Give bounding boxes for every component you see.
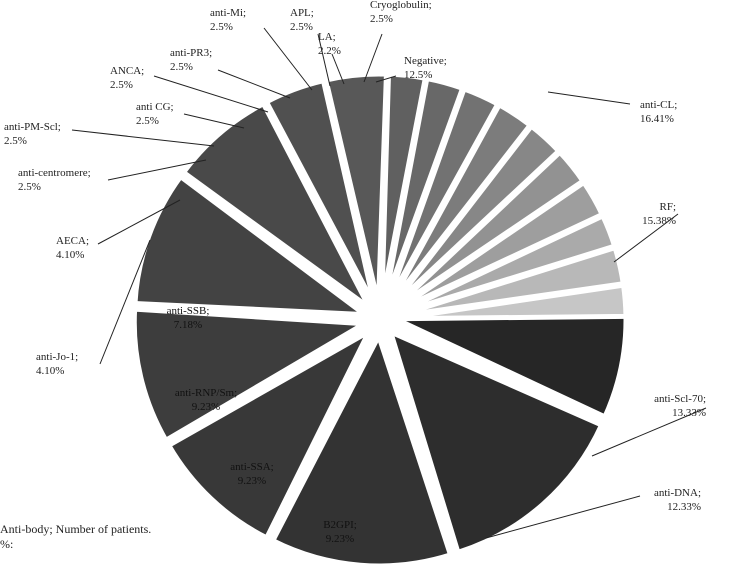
leader-line: [107, 159, 207, 181]
slice-label: APL; 2.5%: [290, 7, 314, 33]
pie-slice-anti-dna: [270, 333, 454, 569]
slice-label: Negative; 12.5%: [404, 55, 447, 81]
caption-line-2: %:: [0, 537, 14, 551]
pie-slice-anti-jo-1: [263, 78, 377, 308]
slice-label: RF; 15.38%: [642, 201, 676, 227]
slice-label: B2GPI; 9.23%: [323, 519, 357, 545]
slice-label: anti-SSB; 7.18%: [167, 305, 210, 331]
leader-line: [99, 239, 151, 365]
leader-line: [375, 75, 397, 83]
slice-value: 4.10%: [56, 249, 84, 261]
slice-value: 2.5%: [4, 135, 27, 147]
pie-slice-b2gpi: [166, 329, 372, 541]
slice-label: anti-RNP/Sm; 9.23%: [175, 387, 237, 413]
slice-name: anti CG;: [136, 101, 174, 113]
leader-line: [263, 27, 313, 91]
slice-name: anti-SSA;: [230, 461, 273, 473]
leader-line: [485, 495, 641, 539]
pie-slice-anti-ssb: [181, 101, 373, 311]
slice-name: anti-PR3;: [170, 47, 212, 59]
leader-line: [591, 407, 707, 457]
slice-value: 7.18%: [174, 319, 202, 331]
pie-slice-negative: [393, 282, 629, 322]
slice-label: Cryoglobulin; 2.5%: [370, 0, 432, 25]
slice-label: anti-SSA; 9.23%: [230, 461, 273, 487]
leader-line: [613, 213, 679, 263]
slice-value: 9.23%: [192, 401, 220, 413]
leader-line: [217, 69, 291, 99]
slice-label: anti-Scl-70; 13.33%: [654, 393, 706, 419]
slice-name: RF;: [659, 201, 676, 213]
slice-value: 2.5%: [370, 13, 393, 25]
slice-value: 2.5%: [136, 115, 159, 127]
slice-value: 2.2%: [318, 45, 341, 57]
slice-name: Negative;: [404, 55, 447, 67]
slice-name: anti-DNA;: [654, 487, 701, 499]
slice-name: anti-Jo-1;: [36, 351, 78, 363]
slice-label: anti-DNA; 12.33%: [654, 487, 701, 513]
slice-name: anti-SSB;: [167, 305, 210, 317]
slice-label: anti-Mi; 2.5%: [210, 7, 246, 33]
slice-name: LA;: [318, 31, 336, 43]
chart-caption: Anti-body; Number of patients. %:: [0, 522, 151, 552]
slice-name: B2GPI;: [323, 519, 357, 531]
slice-label: anti CG; 2.5%: [136, 101, 174, 127]
leader-line: [547, 91, 631, 105]
slice-value: 2.5%: [110, 79, 133, 91]
slice-value: 9.23%: [238, 475, 266, 487]
slice-label: anti-centromere; 2.5%: [18, 167, 91, 193]
slice-label: anti-PR3; 2.5%: [170, 47, 212, 73]
leader-line: [331, 53, 345, 85]
leader-line: [71, 129, 215, 147]
slice-label: AECA; 4.10%: [56, 235, 89, 261]
slice-value: 2.5%: [210, 21, 233, 33]
slice-value: 4.10%: [36, 365, 64, 377]
slice-name: APL;: [290, 7, 314, 19]
slice-name: anti-centromere;: [18, 167, 91, 179]
slice-value: 2.5%: [18, 181, 41, 193]
slice-name: ANCA;: [110, 65, 144, 77]
slice-label: ANCA; 2.5%: [110, 65, 144, 91]
slice-name: Cryoglobulin;: [370, 0, 432, 11]
slice-value: 15.38%: [642, 215, 676, 227]
pie-slice-anti-rnp-sm: [132, 174, 368, 318]
slice-label: LA; 2.2%: [318, 31, 341, 57]
slice-name: anti-CL;: [640, 99, 677, 111]
slice-value: 13.33%: [672, 407, 706, 419]
slice-name: anti-Mi;: [210, 7, 246, 19]
slice-value: 12.33%: [667, 501, 701, 513]
slice-value: 9.23%: [326, 533, 354, 545]
slice-name: AECA;: [56, 235, 89, 247]
slice-name: anti-Scl-70;: [654, 393, 706, 405]
slice-value: 12.5%: [404, 69, 432, 81]
slice-value: 16.41%: [640, 113, 674, 125]
slice-value: 2.5%: [170, 61, 193, 73]
pie-slice-anti-scl-70: [388, 329, 605, 555]
slice-label: anti-CL; 16.41%: [640, 99, 677, 125]
slice-name: anti-PM-Scl;: [4, 121, 61, 133]
slice-label: anti-PM-Scl; 2.5%: [4, 121, 61, 147]
caption-line-1: Anti-body; Number of patients.: [0, 522, 152, 536]
leader-line: [153, 75, 269, 113]
slice-label: anti-Jo-1; 4.10%: [36, 351, 78, 377]
slice-name: anti-RNP/Sm;: [175, 387, 237, 399]
leader-line: [317, 33, 331, 87]
slice-value: 2.5%: [290, 21, 313, 33]
leader-line: [183, 113, 245, 129]
leader-line: [363, 33, 383, 83]
pie-slice-anti-ssa: [131, 306, 367, 443]
leader-line: [97, 199, 181, 245]
